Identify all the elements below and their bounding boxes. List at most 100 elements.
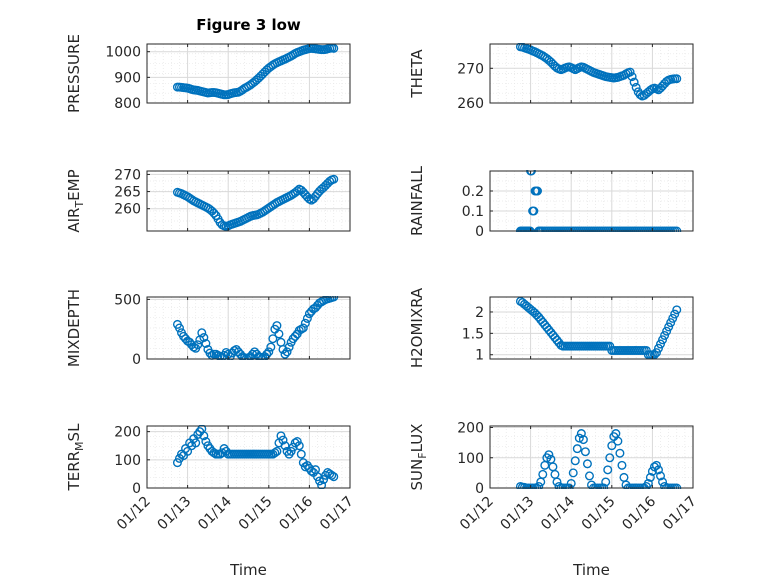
series-markers — [172, 43, 339, 100]
y-tick-label: 0.2 — [462, 184, 484, 200]
data-point — [619, 472, 629, 482]
axes-box — [489, 170, 694, 232]
data-point — [613, 436, 623, 446]
data-point — [584, 471, 594, 481]
data-point — [570, 456, 580, 466]
data-point — [323, 296, 333, 304]
data-point — [515, 481, 525, 489]
x-tick-label: 01/17 — [317, 494, 357, 534]
data-point — [294, 441, 304, 451]
data-point — [325, 296, 335, 303]
y-tick-label: 1 — [475, 348, 484, 364]
data-point — [534, 481, 544, 489]
axes-box — [146, 170, 351, 232]
series-markers — [515, 296, 682, 360]
data-point — [276, 337, 286, 347]
data-point — [578, 435, 588, 445]
data-point — [656, 339, 666, 349]
y-tick-label: 270 — [114, 167, 141, 183]
data-point — [601, 477, 611, 487]
data-point — [199, 431, 209, 441]
y-axis-label: AIRTEMP — [65, 169, 86, 232]
x-tick-label: 01/12 — [457, 494, 497, 534]
data-point — [672, 74, 682, 84]
y-tick-label: 260 — [114, 202, 141, 218]
x-tick-label: 01/14 — [538, 493, 578, 533]
y-axis-label: MIXDEPTH — [65, 289, 83, 367]
data-point — [270, 448, 280, 458]
axes-box — [489, 296, 694, 360]
data-point — [319, 475, 329, 485]
data-point — [538, 469, 548, 479]
data-point — [645, 472, 655, 482]
data-point — [653, 465, 663, 475]
x-axis-label: Time — [229, 561, 267, 579]
y-tick-label: 2 — [475, 305, 484, 321]
data-point — [548, 462, 558, 472]
data-point — [568, 468, 578, 478]
data-point — [286, 446, 296, 456]
data-point — [292, 437, 302, 447]
axes-box — [489, 425, 694, 489]
data-point — [172, 458, 182, 468]
y-tick-label: 0 — [132, 481, 141, 497]
data-point — [205, 348, 215, 358]
data-point — [306, 466, 316, 476]
y-tick-label: 0 — [132, 352, 141, 368]
data-point — [666, 318, 676, 328]
y-tick-label: 800 — [114, 96, 141, 112]
data-point — [327, 296, 337, 303]
data-point — [280, 441, 290, 451]
data-point — [643, 478, 653, 488]
y-tick-label: 200 — [114, 425, 141, 441]
data-point — [582, 459, 592, 469]
panel-theta: 260 270 THETA — [408, 43, 694, 112]
y-axis-label: H2OMIXRA — [408, 287, 426, 368]
data-point — [656, 471, 666, 481]
data-point — [298, 323, 308, 333]
panel-sunflux: 0 100 200 01/12 01/13 01/14 01/15 01/16 01/17 SUN… — [408, 421, 700, 579]
data-point — [554, 481, 564, 489]
data-point — [536, 477, 546, 487]
axes-box — [146, 43, 351, 104]
data-point — [191, 438, 201, 448]
x-tick-label: 01/15 — [236, 494, 276, 534]
data-point — [653, 343, 663, 353]
data-point — [290, 331, 300, 341]
y-tick-label: 270 — [457, 61, 484, 77]
data-point — [672, 305, 682, 315]
axes-box — [489, 43, 694, 104]
x-tick-label: 01/17 — [660, 494, 700, 534]
data-point — [629, 77, 639, 87]
data-point — [300, 318, 310, 328]
y-tick-label: 1000 — [105, 45, 141, 61]
data-point — [209, 208, 219, 218]
y-axis-label: RAINFALL — [408, 165, 426, 236]
data-point — [296, 449, 306, 459]
data-point — [658, 477, 668, 487]
y-tick-label: 265 — [114, 185, 141, 201]
data-point — [329, 472, 339, 482]
data-point — [254, 352, 264, 360]
panel-h2omixra: 1 1.5 2 H2OMIXRA — [408, 287, 694, 368]
data-point — [662, 326, 672, 336]
data-point — [627, 72, 637, 82]
data-point — [302, 313, 312, 323]
data-point — [660, 481, 670, 489]
data-point — [580, 447, 590, 457]
x-tick-label: 01/12 — [114, 494, 154, 534]
data-point — [262, 349, 272, 359]
series-markers — [515, 429, 682, 489]
data-point — [292, 186, 302, 196]
data-point — [278, 435, 288, 445]
panel-pressure: 800 900 1000 PRESSURE Figure 3 low — [65, 16, 351, 113]
data-point — [280, 349, 290, 359]
data-point — [576, 429, 586, 439]
data-point — [603, 465, 613, 475]
data-point — [315, 476, 325, 486]
data-point — [239, 353, 249, 360]
data-point — [631, 82, 641, 92]
data-point — [668, 313, 678, 323]
data-point — [300, 462, 310, 472]
